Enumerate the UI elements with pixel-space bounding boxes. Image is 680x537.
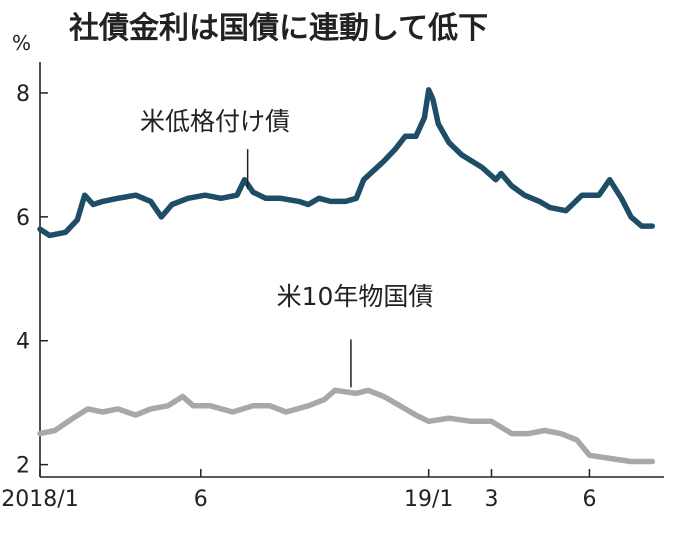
series-line-2 bbox=[37, 387, 656, 465]
series-annotation-label: 米低格付け債 bbox=[140, 107, 290, 136]
x-tick-label: 3 bbox=[484, 487, 498, 512]
y-unit-label: % bbox=[12, 31, 31, 55]
series-line-1 bbox=[37, 87, 656, 239]
x-tick-label: 6 bbox=[582, 487, 596, 512]
x-ticks: 2018/1 6 19/1 3 6 bbox=[1, 469, 596, 512]
y-tick-label: 4 bbox=[16, 330, 30, 355]
x-tick-label: 6 bbox=[194, 487, 208, 512]
series-group bbox=[37, 87, 656, 465]
y-ticks: 2 4 6 8 bbox=[16, 82, 48, 479]
axes bbox=[39, 62, 664, 478]
y-tick-label: 8 bbox=[16, 82, 30, 107]
series-annotation-label: 米10年物国債 bbox=[277, 282, 434, 311]
x-tick-label: 2018/1 bbox=[1, 487, 78, 512]
y-tick-label: 6 bbox=[16, 206, 30, 231]
chart-title: 社債金利は国債に連動して低下 bbox=[69, 11, 488, 46]
y-tick-label: 2 bbox=[16, 454, 30, 479]
x-tick-label: 19/1 bbox=[404, 487, 453, 512]
